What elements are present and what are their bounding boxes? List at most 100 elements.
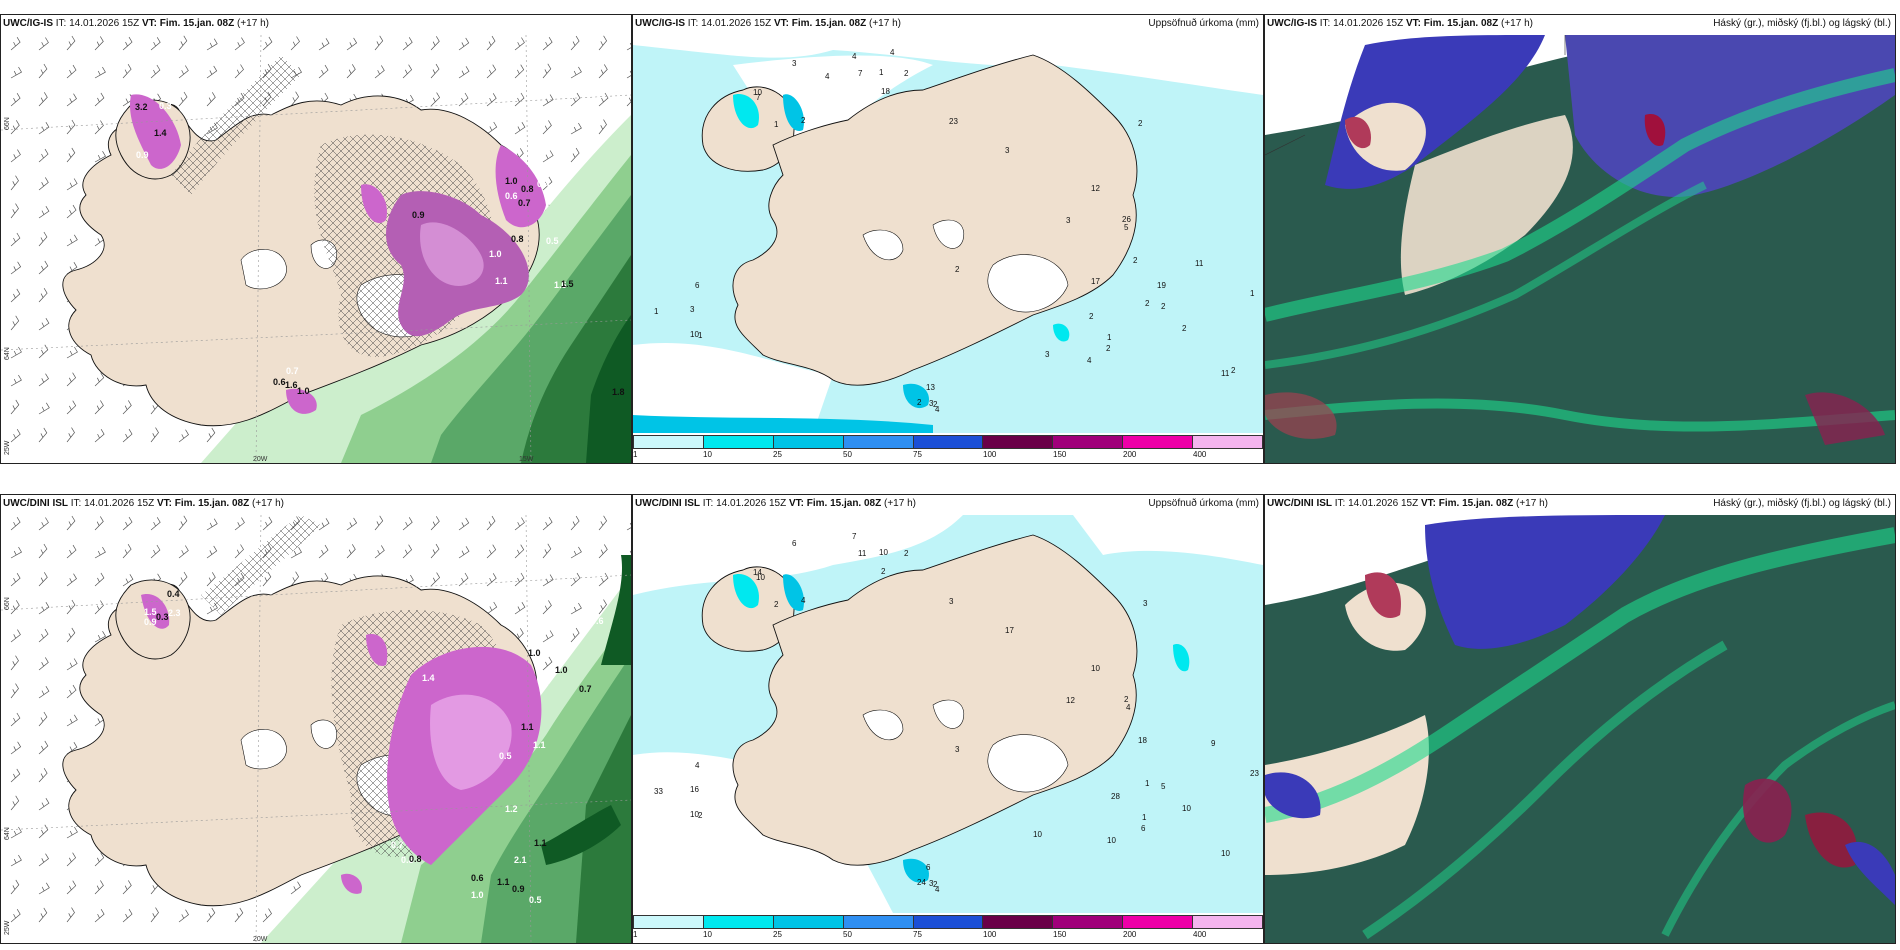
value-label: 3.2 [135, 102, 148, 112]
wind-barb [542, 176, 553, 191]
value-label: 2 [801, 116, 806, 125]
wind-barb [234, 544, 244, 559]
wind-barb [122, 400, 132, 415]
cloud-map [1265, 35, 1895, 463]
value-label: 10 [1107, 836, 1116, 845]
panel-precip-dini[interactable]: UWC/DINI ISL IT: 14.01.2026 15Z VT: Fim.… [632, 494, 1264, 944]
wind-barb [542, 120, 552, 135]
colorbar-swatch [843, 436, 914, 448]
wind-barb [94, 372, 105, 387]
value-label: 6 [695, 281, 700, 290]
colorbar-swatch [773, 436, 844, 448]
wind-barb [374, 545, 385, 559]
wind-barb [150, 64, 161, 79]
value-label: 1 [698, 331, 703, 340]
wind-barb [66, 64, 77, 79]
panel-precip-igis[interactable]: UWC/IG-IS IT: 14.01.2026 15Z VT: Fim. 15… [632, 14, 1264, 464]
wind-barb [374, 65, 385, 79]
wind-barb [38, 517, 49, 531]
wind-barb [10, 879, 20, 895]
wind-barb [178, 515, 188, 531]
wind-barb [94, 92, 105, 107]
wind-barb [38, 206, 50, 219]
value-label: 3 [949, 597, 954, 606]
colorbar-tick: 10 [703, 450, 712, 459]
value-label: 1.1 [521, 722, 534, 732]
value-label: 4 [935, 885, 940, 894]
wind-barb [66, 627, 76, 643]
value-label: 3 [1066, 216, 1071, 225]
value-label: 3 [955, 745, 960, 754]
colorbar-tick: 150 [1053, 450, 1067, 459]
wind-barb [346, 544, 356, 559]
panel-snow-dini[interactable]: UWC/DINI ISL IT: 14.01.2026 15Z VT: Fim.… [0, 494, 632, 944]
colorbar-swatch [1193, 436, 1263, 448]
value-label: 2 [1133, 256, 1138, 265]
wind-barb [626, 97, 631, 107]
value-label: 4 [825, 72, 830, 81]
wind-barb [10, 93, 21, 107]
colorbar-swatch [1193, 916, 1263, 928]
value-label: 0.9 [136, 150, 149, 160]
wind-barb [66, 515, 76, 531]
wind-barb [38, 882, 50, 895]
precip-colorbar [633, 435, 1263, 449]
value-label: 10 [879, 548, 888, 557]
value-label: 1.5 [561, 279, 574, 289]
wind-barb [94, 572, 105, 587]
panel-field-title: Uppsöfnuð úrkoma (mm) [1148, 18, 1259, 29]
wind-barb [38, 63, 48, 79]
colorbar-swatch [634, 436, 704, 448]
wind-barb [570, 122, 582, 135]
value-label: 4 [801, 596, 806, 605]
wind-barb [94, 151, 106, 163]
svg-text:64N: 64N [4, 347, 11, 360]
value-label: 2 [904, 69, 909, 78]
value-label: 1.4 [154, 128, 167, 138]
panel-clouds-dini[interactable]: UWC/DINI ISL IT: 14.01.2026 15Z VT: Fim.… [1264, 494, 1896, 944]
wind-barb [94, 909, 105, 923]
value-label: 3 [1005, 146, 1010, 155]
value-label: 7 [858, 69, 863, 78]
colorbar-tick: 25 [773, 450, 782, 459]
wind-barb [122, 64, 132, 79]
wind-barb [290, 36, 300, 51]
colorbar-tick: 25 [773, 930, 782, 939]
wind-barb [38, 344, 49, 359]
value-label: 0.6 [471, 873, 484, 883]
wind-barb [94, 546, 106, 559]
wind-barb [10, 288, 21, 303]
colorbar-tick: 1 [633, 930, 638, 939]
value-label: 0.6 [505, 191, 518, 201]
wind-barb [486, 64, 497, 79]
panel-title: UWC/IG-IS IT: 14.01.2026 15Z VT: Fim. 15… [635, 18, 901, 29]
panel-field-title: Háský (gr.), miðský (fj.bl.) og lágský (… [1713, 498, 1891, 509]
panel-clouds-igis[interactable]: UWC/IG-IS IT: 14.01.2026 15Z VT: Fim. 15… [1264, 14, 1896, 464]
value-label: 2 [698, 811, 703, 820]
wind-barb [38, 373, 49, 387]
value-label: 23 [1250, 769, 1259, 778]
wind-barb [150, 517, 161, 531]
wind-barb [486, 35, 496, 51]
wind-barb [66, 234, 78, 247]
wind-barb [66, 544, 77, 559]
colorbar-tick: 75 [913, 930, 922, 939]
value-label: 10 [1182, 804, 1191, 813]
wind-barb [122, 428, 133, 443]
value-label: 4 [1126, 703, 1131, 712]
wind-barb [206, 572, 216, 587]
value-label: 1 [1145, 779, 1150, 788]
wind-barb [430, 92, 441, 107]
wind-barb [66, 372, 77, 387]
wind-barb [234, 64, 244, 79]
wind-barb [38, 92, 48, 107]
wind-barb [486, 573, 497, 587]
value-label: 1.0 [505, 176, 518, 186]
panel-snow-igis[interactable]: UWC/IG-IS IT: 14.01.2026 15Z VT: Fim. 15… [0, 14, 632, 464]
wind-barb [542, 656, 553, 671]
wind-barb [122, 574, 134, 587]
wind-barb [38, 740, 49, 755]
wind-barb [486, 121, 498, 135]
wind-barb [290, 881, 301, 895]
wind-barb [514, 602, 526, 615]
